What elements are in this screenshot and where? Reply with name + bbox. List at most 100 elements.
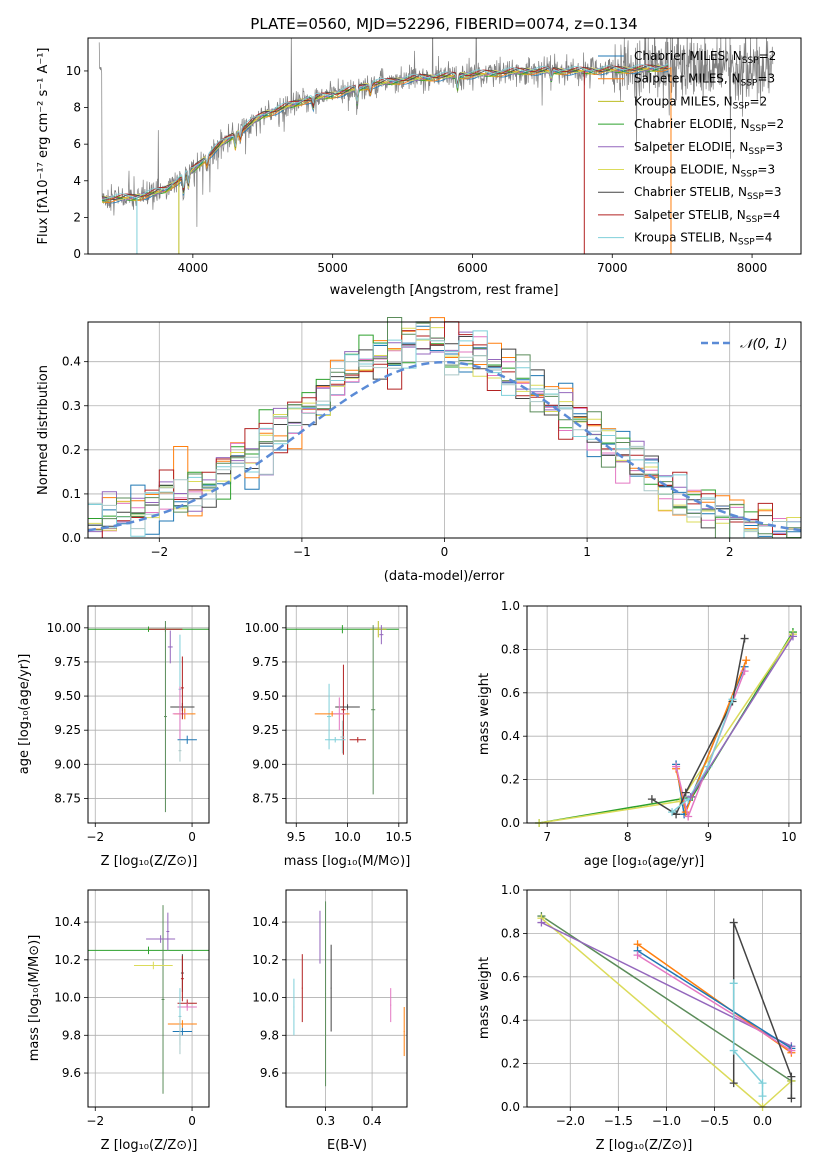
y-tick-label: 9.50 — [54, 689, 81, 703]
y-tick-label: 9.6 — [260, 1066, 279, 1080]
y-tick-label: 10.00 — [245, 621, 279, 635]
x-tick-label: 9.5 — [287, 830, 306, 844]
errorbar-point — [301, 954, 303, 1023]
x-tick-label: 2 — [726, 545, 734, 559]
y-tick-label: 1.0 — [501, 599, 520, 613]
legend-label: Chabrier ELODIE, NSSP=2 — [634, 117, 784, 134]
x-tick-label: −2 — [86, 830, 104, 844]
errorbar-point — [319, 910, 321, 964]
axes-frame — [285, 605, 408, 824]
age-vs-mass-panel: 9.5 10.0 10.5 8.75 9.00 9.25 9.50 9.75 10.00 mas… — [245, 605, 412, 869]
x-tick-label: −2 — [150, 545, 168, 559]
y-tick-label: 0.3 — [62, 399, 81, 413]
model-spectrum-line — [101, 64, 669, 200]
weight-series-line — [689, 635, 794, 798]
y-tick-label: 9.8 — [62, 1028, 81, 1042]
errorbar-point — [133, 961, 173, 970]
histogram-ylabel: Normed distribution — [36, 365, 51, 495]
y-tick-label: 10.2 — [54, 953, 81, 967]
weight-series — [535, 630, 797, 827]
errorbar-point — [325, 901, 327, 1087]
errorbar-point — [172, 1027, 193, 1036]
normal-legend-label: 𝒩(0, 1) — [740, 337, 787, 352]
x-tick-label: 8000 — [737, 261, 768, 275]
y-tick-label: 0.4 — [501, 1013, 520, 1027]
y-tick-label: 0.8 — [501, 642, 520, 656]
wZ-xlabel: Z [log₁₀(Z/Z⊙)] — [596, 1138, 693, 1153]
weight-series-line — [637, 950, 792, 1050]
weight-series-marker — [742, 656, 751, 665]
x-tick-label: 10.0 — [334, 830, 361, 844]
errorbar-point — [379, 625, 384, 645]
errorbar-point — [177, 1003, 197, 1011]
x-tick-label: −0.5 — [700, 1114, 729, 1128]
errorbar-point — [403, 1006, 405, 1057]
errorbar-point — [327, 683, 332, 750]
residual-histogram-step — [88, 321, 801, 533]
mE-xlabel: E(B-V) — [327, 1138, 367, 1153]
x-tick-label: 0 — [188, 1114, 196, 1128]
y-tick-label: 10.2 — [252, 953, 279, 967]
weight-series-marker — [787, 1046, 796, 1055]
y-tick-label: 10.4 — [54, 915, 81, 929]
y-tick-label: 10.00 — [47, 621, 81, 635]
errorbar-point — [333, 697, 346, 731]
y-tick-label: 9.00 — [252, 757, 279, 771]
errorbar-point — [390, 988, 392, 1023]
y-tick-label: 9.6 — [62, 1066, 81, 1080]
errorbar-point — [371, 625, 376, 795]
errorbar-point — [88, 946, 209, 955]
ageZ-xlabel: Z [log₁₀(Z/Z⊙)] — [101, 854, 198, 869]
x-tick-label: 0.4 — [363, 1114, 382, 1128]
weight-series-line — [732, 983, 764, 1097]
model-spectrum-line — [101, 64, 669, 201]
x-tick-label: −2.0 — [556, 1114, 585, 1128]
weight-series-marker — [686, 792, 695, 801]
weight-series-marker — [668, 808, 677, 817]
x-tick-label: 10 — [781, 830, 796, 844]
x-tick-label: 6000 — [457, 261, 488, 275]
x-tick-label: 7 — [543, 830, 551, 844]
weight-series-line — [538, 633, 794, 824]
weight-series-marker — [728, 695, 737, 704]
mZ-ylabel: mass [log₁₀(M/M⊙)] — [27, 935, 42, 1062]
errorbar-point — [180, 656, 184, 720]
x-tick-label: 0.3 — [316, 1114, 335, 1128]
y-tick-label: 9.50 — [252, 689, 279, 703]
errorbar-point — [370, 621, 387, 638]
errorbar-point — [178, 739, 182, 762]
spectrum-ylabel: Flux [fλ10⁻¹⁷ erg cm⁻² s⁻¹ A⁻¹] — [36, 48, 51, 245]
y-tick-label: 9.00 — [54, 757, 81, 771]
errorbar-point — [178, 1016, 182, 1055]
weight-series-marker — [684, 812, 693, 821]
histogram-xlabel: (data-model)/error — [384, 569, 505, 584]
spectrum-title: PLATE=0560, MJD=52296, FIBERID=0074, z=0… — [250, 15, 637, 33]
y-tick-label: 9.25 — [252, 723, 279, 737]
errorbar-point — [167, 1020, 197, 1028]
axes-frame — [87, 605, 210, 824]
errorbar-point — [167, 630, 173, 664]
wAge-ylabel: mass weight — [477, 673, 492, 755]
histogram-legend: 𝒩(0, 1) — [701, 337, 787, 352]
spectrum-lines — [98, 38, 774, 254]
weight-series-marker — [672, 810, 681, 819]
errorbar-point — [161, 905, 165, 1094]
weight-series-marker — [740, 634, 749, 643]
y-tick-label: 0.6 — [501, 686, 520, 700]
y-tick-label: 0.1 — [62, 487, 81, 501]
errorbar-point — [293, 978, 295, 1036]
weight-series-marker — [633, 951, 642, 960]
errorbar-point — [180, 956, 184, 1002]
y-tick-label: 0.2 — [501, 1057, 520, 1071]
legend-label: Salpeter MILES, NSSP=3 — [634, 72, 775, 89]
errorbar-point — [166, 912, 170, 951]
x-tick-label: 0 — [188, 830, 196, 844]
weight-series-line — [671, 699, 734, 813]
wZ-ylabel: mass weight — [477, 957, 492, 1039]
weight-series-marker — [681, 788, 690, 797]
weight-series — [633, 951, 796, 1055]
ageM-xlabel: mass [log₁₀(M/M⊙)] — [284, 854, 411, 869]
errorbar-point — [172, 686, 188, 742]
legend-label: Chabrier STELIB, NSSP=3 — [634, 185, 782, 202]
legend-label: Chabrier MILES, NSSP=2 — [634, 49, 776, 66]
